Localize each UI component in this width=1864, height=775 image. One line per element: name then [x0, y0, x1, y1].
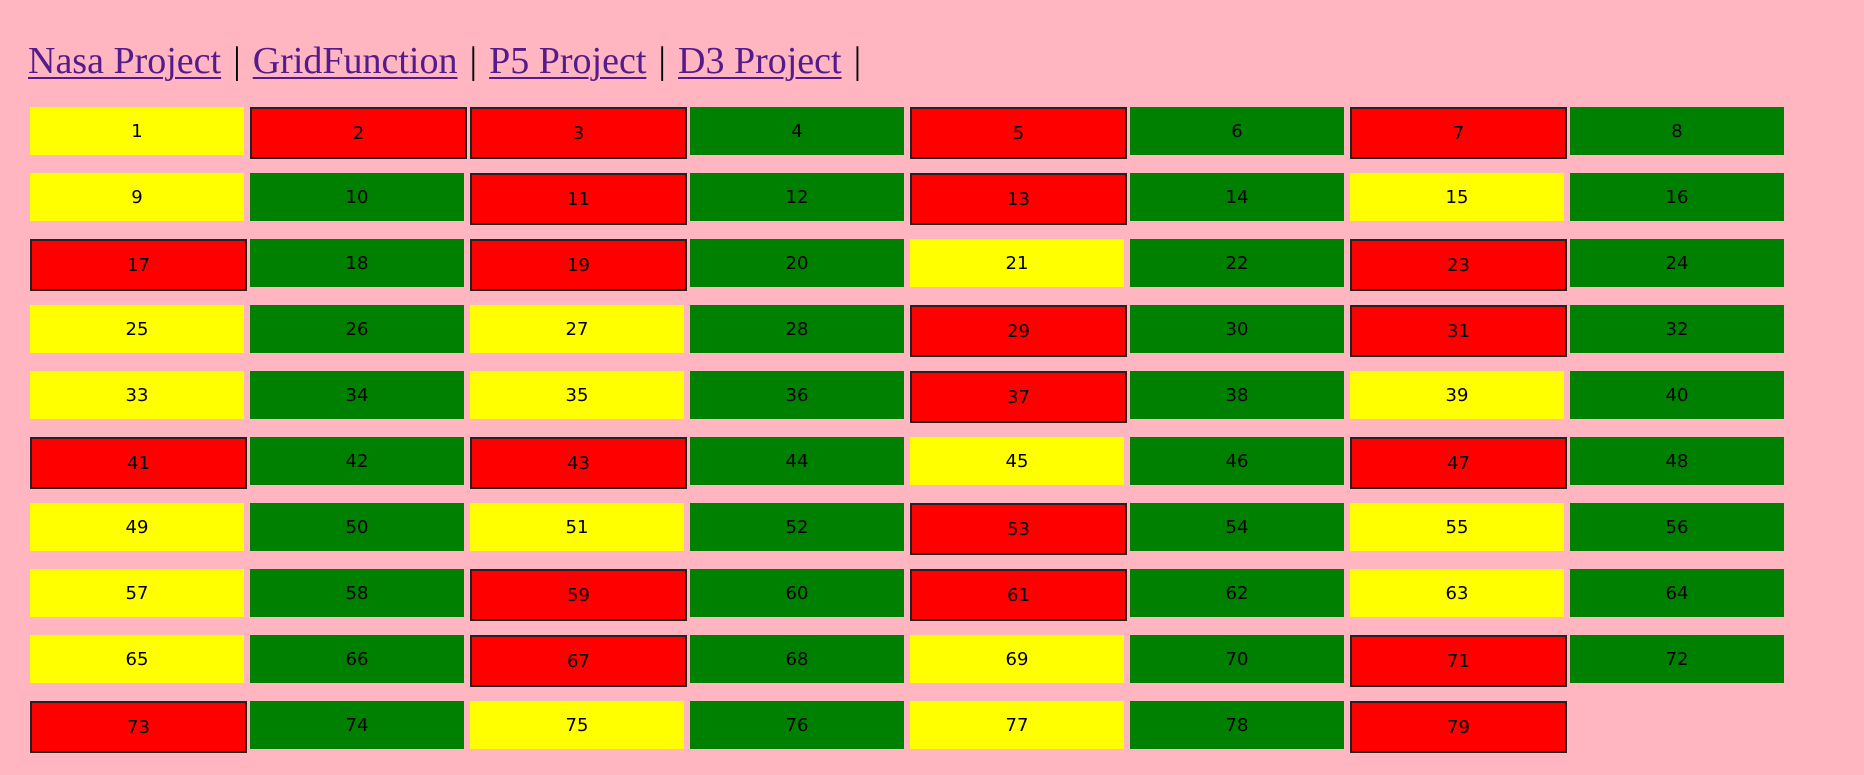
- grid-cell-24[interactable]: 24: [1570, 239, 1784, 287]
- grid-cell-63[interactable]: 63: [1350, 569, 1564, 617]
- nav-separator: |: [233, 40, 241, 82]
- grid-cell-65[interactable]: 65: [30, 635, 244, 683]
- grid-cell-68[interactable]: 68: [690, 635, 904, 683]
- grid-cell-20[interactable]: 20: [690, 239, 904, 287]
- grid-cell-6[interactable]: 6: [1130, 107, 1344, 155]
- grid-cell-35[interactable]: 35: [470, 371, 684, 419]
- grid-cell-58[interactable]: 58: [250, 569, 464, 617]
- grid-cell-18[interactable]: 18: [250, 239, 464, 287]
- grid-cell-41[interactable]: 41: [30, 437, 247, 489]
- grid-cell-37[interactable]: 37: [910, 371, 1127, 423]
- nav-link-d3-project[interactable]: D3 Project: [678, 40, 842, 82]
- grid-cell-32[interactable]: 32: [1570, 305, 1784, 353]
- grid-cell-8[interactable]: 8: [1570, 107, 1784, 155]
- grid-cell-4[interactable]: 4: [690, 107, 904, 155]
- grid-cell-62[interactable]: 62: [1130, 569, 1344, 617]
- grid-cell-10[interactable]: 10: [250, 173, 464, 221]
- grid-cell-17[interactable]: 17: [30, 239, 247, 291]
- grid-cell-12[interactable]: 12: [690, 173, 904, 221]
- grid-cell-34[interactable]: 34: [250, 371, 464, 419]
- grid-cell-30[interactable]: 30: [1130, 305, 1344, 353]
- grid-cell-40[interactable]: 40: [1570, 371, 1784, 419]
- grid-cell-22[interactable]: 22: [1130, 239, 1344, 287]
- grid-cell-53[interactable]: 53: [910, 503, 1127, 555]
- grid-cell-49[interactable]: 49: [30, 503, 244, 551]
- grid-cell-25[interactable]: 25: [30, 305, 244, 353]
- grid-cell-60[interactable]: 60: [690, 569, 904, 617]
- grid-cell-39[interactable]: 39: [1350, 371, 1564, 419]
- grid-cell-70[interactable]: 70: [1130, 635, 1344, 683]
- nav-separator: |: [469, 40, 478, 82]
- grid-cell-13[interactable]: 13: [910, 173, 1127, 225]
- grid-cell-3[interactable]: 3: [470, 107, 687, 159]
- grid-cell-21[interactable]: 21: [910, 239, 1124, 287]
- grid-cell-72[interactable]: 72: [1570, 635, 1784, 683]
- grid-cell-57[interactable]: 57: [30, 569, 244, 617]
- grid-cell-78[interactable]: 78: [1130, 701, 1344, 749]
- grid-cell-45[interactable]: 45: [910, 437, 1124, 485]
- grid-cell-77[interactable]: 77: [910, 701, 1124, 749]
- grid-cell-31[interactable]: 31: [1350, 305, 1567, 357]
- grid-cell-23[interactable]: 23: [1350, 239, 1567, 291]
- grid-cell-29[interactable]: 29: [910, 305, 1127, 357]
- grid-cell-9[interactable]: 9: [30, 173, 244, 221]
- grid-cell-59[interactable]: 59: [470, 569, 687, 621]
- grid-cell-46[interactable]: 46: [1130, 437, 1344, 485]
- grid-cell-76[interactable]: 76: [690, 701, 904, 749]
- grid-cell-27[interactable]: 27: [470, 305, 684, 353]
- grid-cell-33[interactable]: 33: [30, 371, 244, 419]
- grid-cell-15[interactable]: 15: [1350, 173, 1564, 221]
- grid-cell-79[interactable]: 79: [1350, 701, 1567, 753]
- grid-cell-66[interactable]: 66: [250, 635, 464, 683]
- grid-cell-55[interactable]: 55: [1350, 503, 1564, 551]
- grid-cell-51[interactable]: 51: [470, 503, 684, 551]
- grid-cell-48[interactable]: 48: [1570, 437, 1784, 485]
- grid-cell-67[interactable]: 67: [470, 635, 687, 687]
- grid-cell-44[interactable]: 44: [690, 437, 904, 485]
- nav-separator: |: [853, 40, 862, 82]
- grid-cell-61[interactable]: 61: [910, 569, 1127, 621]
- grid-cell-36[interactable]: 36: [690, 371, 904, 419]
- grid-cell-64[interactable]: 64: [1570, 569, 1784, 617]
- grid-cell-52[interactable]: 52: [690, 503, 904, 551]
- grid-cell-56[interactable]: 56: [1570, 503, 1784, 551]
- grid-cell-43[interactable]: 43: [470, 437, 687, 489]
- grid-cell-5[interactable]: 5: [910, 107, 1127, 159]
- nav-link-p5-project[interactable]: P5 Project: [489, 40, 647, 82]
- grid-cell-50[interactable]: 50: [250, 503, 464, 551]
- nav-link-nasa-project[interactable]: Nasa Project: [28, 40, 222, 82]
- grid-cell-16[interactable]: 16: [1570, 173, 1784, 221]
- grid-cell-74[interactable]: 74: [250, 701, 464, 749]
- nav-separator: |: [658, 40, 666, 82]
- nav-link-gridfunction[interactable]: GridFunction: [252, 40, 458, 82]
- number-grid: 1 2 3 4 5 6 7 8 9 10 11 12 13 14 15 16 17 18 19 20 21 22 23 24 2…: [30, 107, 1784, 753]
- grid-cell-38[interactable]: 38: [1130, 371, 1344, 419]
- grid-cell-7[interactable]: 7: [1350, 107, 1567, 159]
- grid-cell-47[interactable]: 47: [1350, 437, 1567, 489]
- grid-cell-11[interactable]: 11: [470, 173, 687, 225]
- grid-cell-14[interactable]: 14: [1130, 173, 1344, 221]
- grid-cell-1[interactable]: 1: [30, 107, 244, 155]
- grid-cell-75[interactable]: 75: [470, 701, 684, 749]
- grid-cell-54[interactable]: 54: [1130, 503, 1344, 551]
- grid-cell-71[interactable]: 71: [1350, 635, 1567, 687]
- grid-cell-26[interactable]: 26: [250, 305, 464, 353]
- grid-cell-2[interactable]: 2: [250, 107, 467, 159]
- grid-cell-73[interactable]: 73: [30, 701, 247, 753]
- grid-cell-19[interactable]: 19: [470, 239, 687, 291]
- grid-cell-69[interactable]: 69: [910, 635, 1124, 683]
- grid-cell-42[interactable]: 42: [250, 437, 464, 485]
- top-nav: Nasa Project | GridFunction | P5 Project | D3 …: [28, 36, 873, 86]
- grid-cell-28[interactable]: 28: [690, 305, 904, 353]
